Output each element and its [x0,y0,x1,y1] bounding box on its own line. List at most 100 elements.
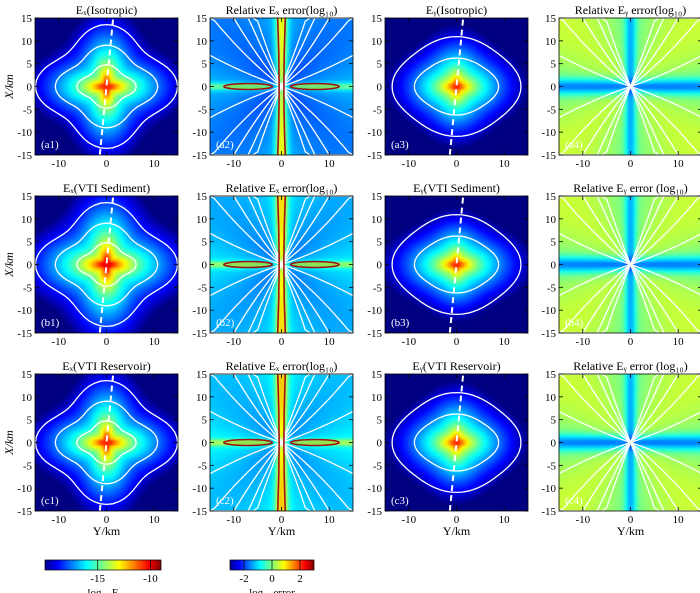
y-tick-label: 5 [551,237,557,249]
panel-a2: -10 0 10 -15 -10 -5 0 5 10 15 Relative Eₓ error(lo… [192,3,354,170]
y-tick-label: 10 [371,214,383,226]
y-tick-label: -5 [373,282,383,294]
x-tick-label: -10 [226,514,241,526]
panel-b2: -10 0 10 -15 -10 -5 0 5 10 15 Relative Eₓ error(lo… [192,181,354,348]
colorbar-tick-label: -15 [90,573,105,585]
x-tick-label: 0 [104,514,110,526]
colorbar-tick-label: 2 [297,573,303,585]
y-tick-label: 15 [545,369,557,381]
axis-ticks [210,373,353,512]
panel-label: (a2) [216,139,234,151]
x-axis-label: Y/km [268,524,296,538]
y-tick-label: 10 [196,392,208,404]
panel-a3: -10 0 10 -15 -10 -5 0 5 10 15 Eᵧ(Isotropic) (a3) [367,3,529,170]
panel-label: (c2) [216,495,234,507]
y-tick-label: -5 [547,460,557,472]
heatmap-image [35,18,178,155]
error-lobe-right [289,260,340,269]
x-tick-label: 10 [673,514,685,526]
y-tick-label: -15 [192,150,207,162]
x-tick-label: 10 [324,336,336,348]
y-tick-label: -10 [367,127,382,139]
y-tick-label: 0 [27,438,33,450]
axis-ticks [559,373,700,512]
panel-label: (a1) [41,139,59,151]
axis-ticks [385,373,528,512]
x-tick-label: -10 [401,158,416,170]
x-tick-label: 10 [499,514,511,526]
x-tick-label: 0 [104,158,110,170]
x-tick-label: -10 [226,158,241,170]
panel-label: (b2) [216,317,235,329]
panel-b1: -10 0 10 -15 -10 -5 0 5 10 15 Eₓ(VTI Sediment) (b1)… [2,181,179,348]
y-tick-label: -10 [17,305,32,317]
y-tick-label: 0 [551,438,557,450]
panel-title: Relative Eᵧ error(log₁₀) [575,3,687,17]
source-line [448,17,465,156]
contour-line [391,35,522,138]
y-tick-label: -5 [23,460,33,472]
axis-ticks [210,195,353,334]
y-tick-label: 15 [545,13,557,25]
y-tick-label: 15 [21,13,33,25]
x-tick-label: 0 [454,336,460,348]
error-lobe-right [289,82,340,91]
y-tick-label: -10 [17,483,32,495]
x-tick-label: -10 [51,336,66,348]
x-axis-label: Y/km [93,524,121,538]
axis-ticks [559,17,700,156]
x-tick-label: -10 [575,158,590,170]
y-tick-label: -10 [192,127,207,139]
error-lobe-left [223,260,274,269]
panel-label: (b3) [391,317,410,329]
panel-title: Eᵧ(VTI Reservoir) [412,359,500,373]
error-lobe-vertical [276,195,287,334]
y-tick-label: -10 [541,483,556,495]
panel-a4: -10 0 10 -15 -10 -5 0 5 10 15 Relative Eᵧ error(lo… [541,3,700,170]
y-tick-label: 0 [202,260,208,272]
y-tick-label: 15 [545,191,557,203]
error-lobe-right [289,438,340,447]
axis-ticks [35,17,178,156]
y-tick-label: 0 [551,82,557,94]
error-lobe-vertical [276,373,287,512]
y-tick-label: 0 [551,260,557,272]
contour-line [76,420,137,465]
panel-title: Eᵧ(Isotropic) [426,3,487,17]
colorbar-tick-label: 0 [269,573,275,585]
y-tick-label: 10 [196,214,208,226]
y-tick-label: 10 [371,392,383,404]
y-tick-label: -15 [17,150,32,162]
contour-line [413,57,500,116]
contour-line [54,400,159,485]
panel-title: Eₓ(VTI Sediment) [63,181,150,195]
y-tick-label: 5 [27,415,33,427]
panel-label: (a4) [565,139,583,151]
x-tick-label: 0 [104,336,110,348]
colorbar-1: -15 -10 log₁₀ E [44,559,162,593]
y-tick-label: 5 [27,59,33,71]
y-tick-label: 15 [196,191,208,203]
y-tick-label: -5 [23,104,33,116]
y-tick-label: -5 [23,282,33,294]
y-tick-label: -10 [367,305,382,317]
x-tick-label: 10 [499,158,511,170]
y-axis-label: X/km [2,74,16,100]
y-tick-label: -15 [367,328,382,340]
x-tick-label: 0 [279,158,285,170]
y-tick-label: 15 [21,191,33,203]
y-tick-label: 0 [202,438,208,450]
x-tick-label: 0 [279,336,285,348]
x-axis-label: Y/km [443,524,471,538]
y-tick-label: 0 [27,260,33,272]
panel-b4: -10 0 10 -15 -10 -5 0 5 10 15 Relative Eᵧ error (l… [541,181,700,348]
source-line [98,17,115,156]
x-tick-label: -10 [226,336,241,348]
y-tick-label: -10 [192,305,207,317]
y-tick-label: 5 [202,59,208,71]
y-tick-label: -5 [198,282,208,294]
heatmap-image [385,196,528,333]
error-lobe-vertical [276,17,287,156]
y-tick-label: 10 [21,36,33,48]
